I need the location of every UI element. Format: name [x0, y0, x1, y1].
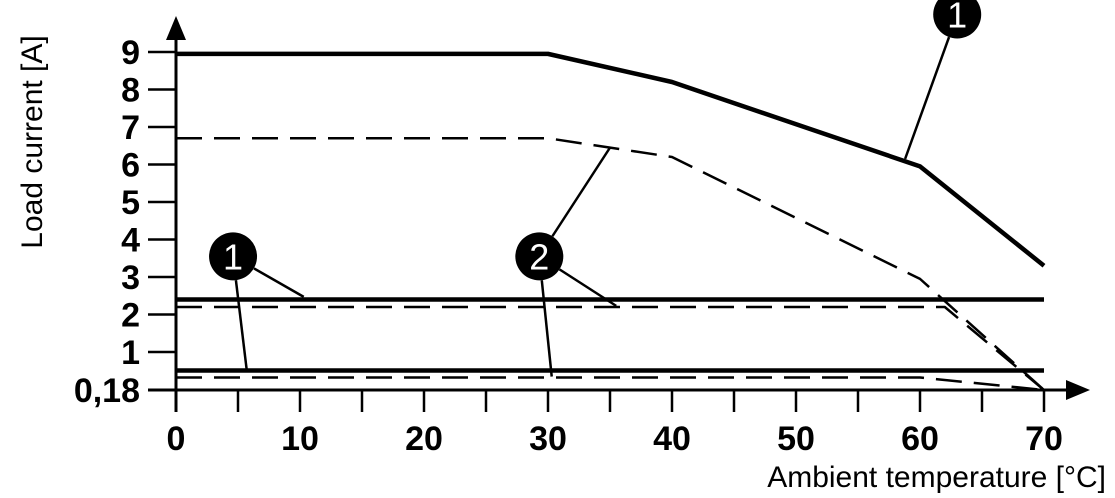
callout-marker: [209, 232, 258, 281]
y-tick-label: 7: [121, 109, 140, 147]
x-tick-label: 0: [167, 420, 186, 458]
axes-layer: [148, 16, 1090, 412]
y-tick-label: 5: [121, 184, 140, 222]
y-tick-label: 3: [121, 259, 140, 297]
y-tick-label: 1: [121, 334, 140, 372]
x-tick-label: 60: [901, 420, 939, 458]
x-tick-label: 50: [777, 420, 815, 458]
callout-layer: 1 1 2: [209, 0, 982, 377]
callout-leader: [903, 36, 951, 160]
callout-leader: [540, 280, 553, 377]
x-tick-label: 40: [653, 420, 691, 458]
y-axis-title: Load current [A]: [16, 35, 49, 248]
callout-leader: [551, 146, 612, 237]
callout-leader: [253, 267, 305, 298]
x-tick-label: 30: [529, 420, 567, 458]
series-layer: [176, 51, 1046, 392]
y-tick-label: 9: [121, 34, 140, 72]
callout-number: 1: [947, 0, 967, 36]
x-tick-label: 10: [281, 420, 319, 458]
callout-marker: [933, 0, 982, 39]
y-tick-label: 0,18: [74, 372, 140, 410]
callout-number: 1: [223, 236, 243, 277]
x-axis-title: Ambient temperature [°C]: [767, 461, 1106, 494]
y-tick-label: 4: [121, 222, 140, 260]
dashed-curve: [176, 376, 1045, 392]
callout-number: 2: [529, 236, 549, 277]
x-tick-label: 20: [405, 420, 443, 458]
solid-curve: [176, 51, 1046, 268]
y-tick-label: 2: [121, 297, 140, 335]
dashed-curve: [176, 137, 1045, 391]
callout-leader: [234, 280, 248, 370]
y-tick-label: 6: [121, 147, 140, 185]
callout-marker: [515, 232, 564, 281]
y-axis-arrowhead: [166, 16, 186, 40]
callout-leader: [558, 268, 617, 307]
dashed-curve: [176, 305, 1045, 391]
x-tick-label: 70: [1025, 420, 1063, 458]
y-tick-label: 8: [121, 72, 140, 110]
x-axis-arrowhead: [1066, 380, 1090, 400]
